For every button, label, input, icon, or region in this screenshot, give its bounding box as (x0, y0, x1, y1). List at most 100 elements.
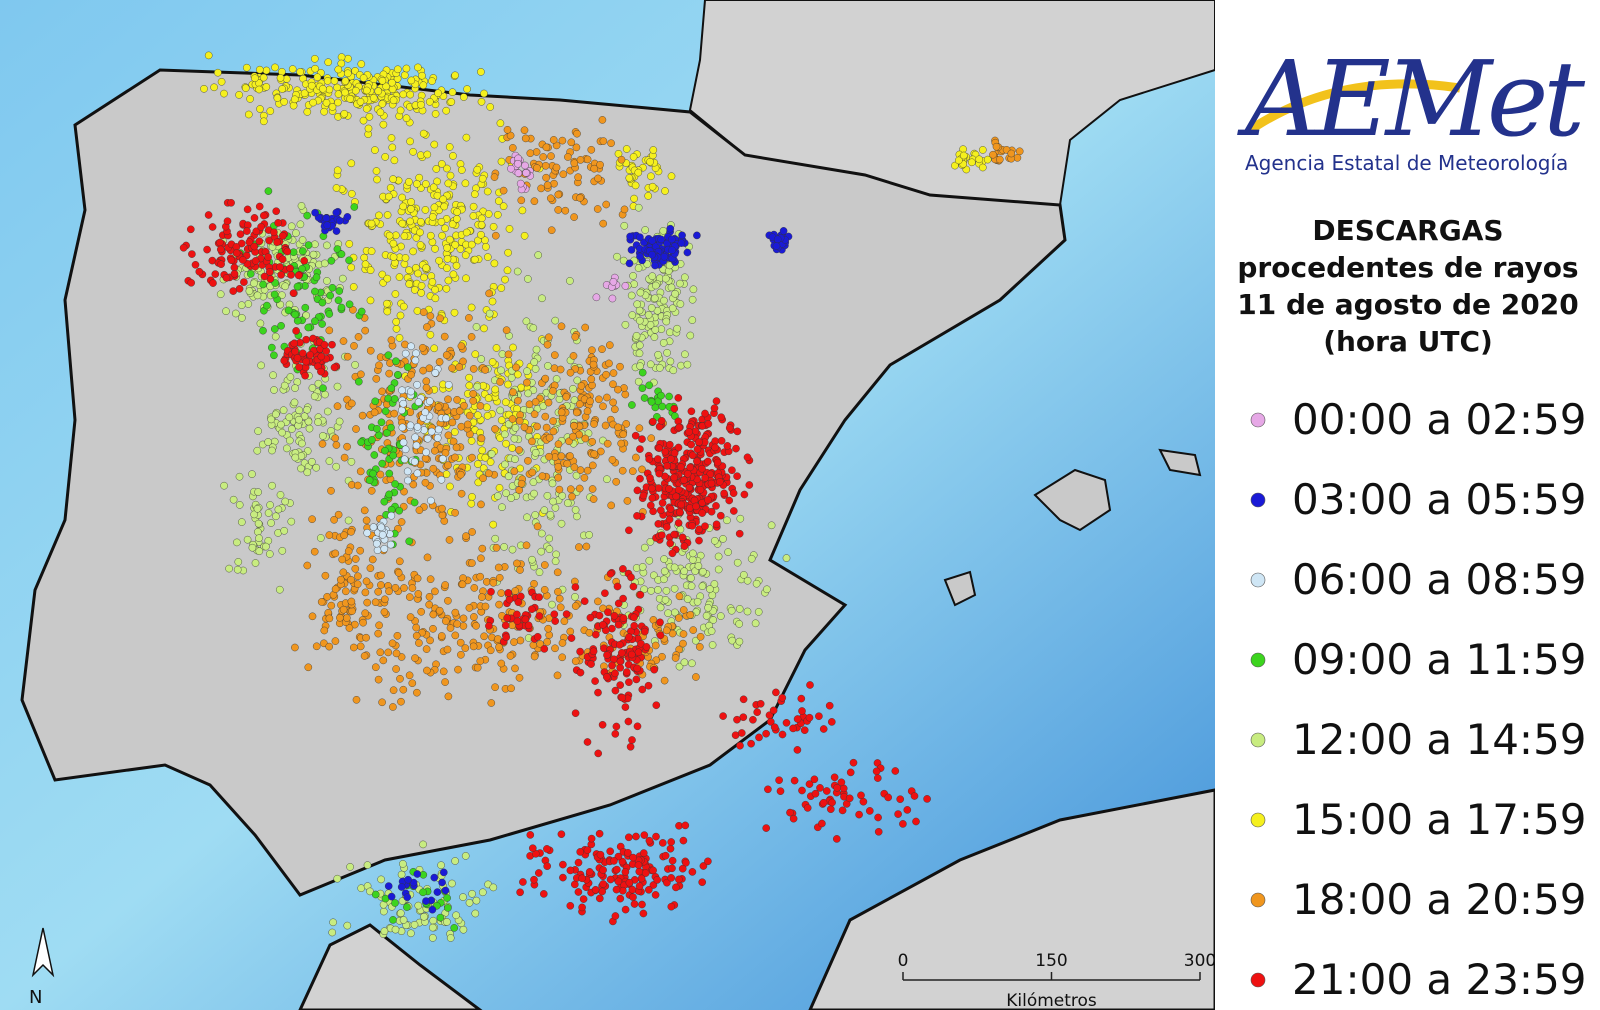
lightning-dot (277, 420, 285, 429)
lightning-dot (270, 290, 279, 299)
lightning-dot (314, 379, 323, 388)
lightning-dot (456, 638, 465, 647)
lightning-dot (649, 417, 657, 426)
lightning-dot (567, 634, 576, 642)
lightning-dot (736, 741, 744, 750)
lightning-dot (437, 632, 446, 640)
lightning-dot (274, 505, 283, 514)
lightning-dot (618, 857, 627, 866)
lightning-dot (389, 175, 397, 183)
lightning-dot (422, 897, 430, 905)
lightning-dot (431, 294, 440, 303)
lightning-dot (430, 203, 439, 212)
lightning-dot (571, 602, 580, 610)
lightning-dot (611, 669, 619, 678)
lightning-dot (225, 564, 233, 573)
lightning-dot (200, 85, 208, 93)
lightning-dot (688, 316, 697, 324)
lightning-dot (328, 283, 337, 292)
lightning-dot (362, 86, 371, 95)
lightning-dot (874, 774, 882, 782)
lightning-dot (452, 215, 461, 223)
lightning-dot (248, 543, 257, 552)
lightning-dot (660, 567, 669, 576)
lightning-dot (260, 272, 269, 281)
lightning-dot (453, 395, 461, 404)
lightning-dot (408, 584, 417, 592)
lightning-dot (492, 344, 501, 352)
lightning-dot (372, 167, 381, 175)
lightning-dot (666, 505, 675, 513)
lightning-dot (235, 501, 244, 509)
lightning-dot (465, 373, 473, 382)
lightning-dot (414, 590, 423, 598)
lightning-dot (960, 151, 968, 160)
lightning-dot (683, 595, 692, 603)
lightning-dot (531, 448, 540, 457)
lightning-dot (735, 620, 744, 628)
lightning-dot (208, 223, 217, 231)
lightning-dot (414, 398, 423, 406)
lightning-dot (923, 795, 931, 803)
lightning-dot (457, 342, 466, 350)
lightning-dot (476, 572, 485, 581)
lightning-dot (454, 665, 462, 674)
lightning-dot (557, 408, 566, 417)
lightning-dot (626, 743, 635, 751)
lightning-dot (472, 323, 481, 331)
lightning-dot (651, 891, 660, 899)
lightning-dot (376, 108, 385, 117)
lightning-dot (438, 504, 446, 513)
lightning-dot (714, 552, 723, 561)
lightning-dot (508, 144, 517, 152)
lightning-dot (534, 251, 543, 259)
lightning-dot (593, 205, 602, 213)
lightning-dot (549, 417, 557, 425)
lightning-dot (457, 422, 466, 431)
lightning-dot (483, 187, 492, 196)
lightning-dot (666, 357, 675, 366)
lightning-dot (476, 657, 485, 665)
lightning-dot (764, 785, 772, 794)
lightning-dot (340, 110, 349, 118)
lightning-dot (635, 867, 644, 876)
lightning-dot (443, 264, 451, 273)
lightning-dot (645, 381, 654, 390)
lightning-dot (485, 289, 493, 298)
lightning-dot (789, 724, 797, 733)
lightning-dot (642, 643, 651, 651)
lightning-dot (629, 853, 637, 862)
lightning-dot (337, 303, 346, 312)
lightning-dot (396, 909, 405, 918)
lightning-dot (477, 355, 486, 363)
lightning-dot (896, 795, 905, 804)
lightning-dot (569, 384, 577, 393)
lightning-dot (311, 317, 319, 326)
lightning-dot (406, 613, 415, 621)
lightning-dot (811, 789, 820, 798)
lightning-dot (641, 543, 649, 552)
lightning-dot (421, 206, 430, 214)
legend-label: 00:00 a 02:59 (1292, 395, 1587, 444)
lightning-dot (443, 645, 452, 654)
lightning-dot (477, 230, 485, 239)
lightning-dot (361, 588, 370, 597)
lightning-dot (442, 106, 451, 115)
lightning-dot (272, 207, 281, 215)
lightning-dot (530, 197, 539, 205)
lightning-dot (325, 326, 334, 335)
lightning-dot (449, 152, 457, 160)
lightning-dot (547, 152, 555, 160)
lightning-dot (320, 107, 328, 116)
lightning-dot (482, 578, 491, 586)
lightning-dot (374, 675, 383, 684)
lightning-dot (270, 386, 278, 394)
lightning-dot (343, 352, 352, 361)
lightning-dot (268, 481, 276, 490)
lightning-dot (246, 270, 255, 278)
lightning-dot (257, 361, 265, 370)
lightning-dot (362, 105, 371, 113)
lightning-dot (377, 581, 385, 589)
lightning-dot (387, 134, 396, 142)
